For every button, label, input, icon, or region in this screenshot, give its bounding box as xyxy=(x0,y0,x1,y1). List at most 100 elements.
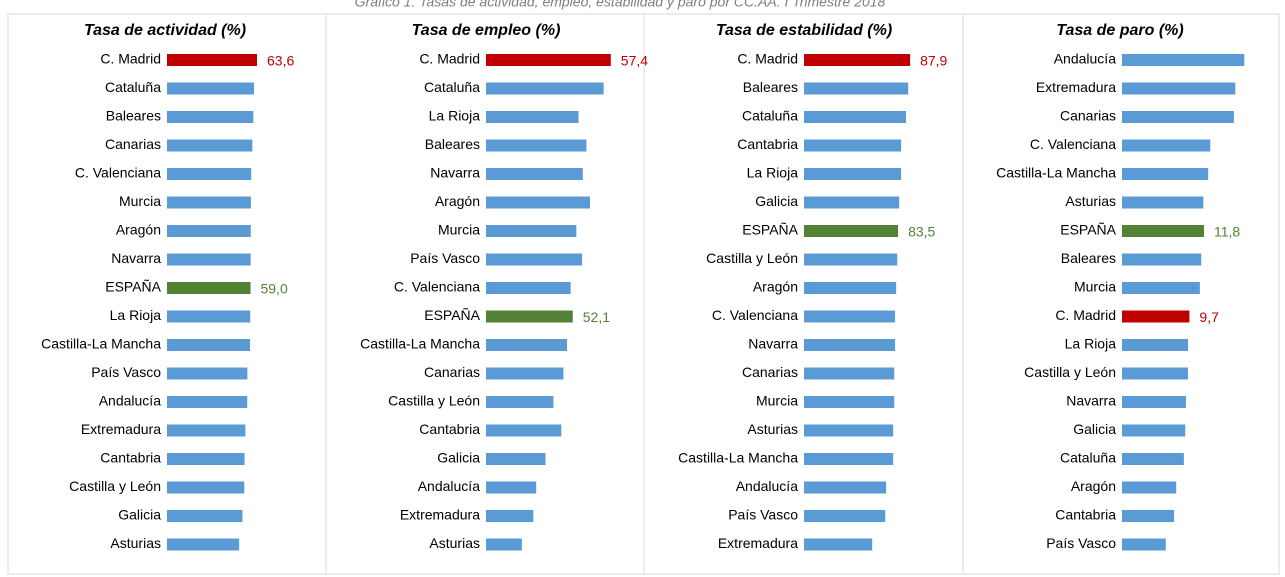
category-label: Aragón xyxy=(753,279,798,295)
bar xyxy=(1122,538,1166,551)
category-label: Navarra xyxy=(748,336,798,352)
bar xyxy=(486,139,587,152)
category-label: Galicia xyxy=(118,507,161,523)
bar xyxy=(804,253,898,266)
bar xyxy=(167,339,251,351)
panel-title: Tasa de actividad (%) xyxy=(84,22,246,39)
bar xyxy=(804,282,897,294)
bar xyxy=(804,510,886,522)
bar xyxy=(167,54,258,66)
bar xyxy=(486,82,604,95)
category-label: Cataluña xyxy=(1060,450,1116,466)
bar xyxy=(1122,168,1209,180)
bar xyxy=(167,510,243,522)
category-label: Castilla-La Mancha xyxy=(678,450,798,466)
bar xyxy=(1122,339,1189,351)
bar xyxy=(486,111,579,123)
category-label: Aragón xyxy=(116,222,161,238)
category-label: Asturias xyxy=(1065,193,1116,209)
category-label: Cantabria xyxy=(100,450,161,466)
category-label: Murcia xyxy=(1074,279,1116,295)
bar xyxy=(1122,196,1204,209)
category-label: C. Valenciana xyxy=(1030,136,1116,152)
category-label: Canarias xyxy=(424,364,480,380)
value-label: 57,4 xyxy=(621,53,648,69)
bar xyxy=(804,139,902,152)
category-label: Murcia xyxy=(438,222,480,238)
bar xyxy=(486,424,562,437)
bar xyxy=(804,111,906,123)
value-label: 87,9 xyxy=(920,53,947,69)
category-label: Extremadura xyxy=(718,535,798,551)
category-label: Aragón xyxy=(1071,478,1116,494)
value-label: 9,7 xyxy=(1199,309,1219,325)
bar xyxy=(167,538,240,551)
category-label: Extremadura xyxy=(81,421,161,437)
bar xyxy=(167,225,251,237)
bar xyxy=(804,538,873,551)
panel-title: Tasa de empleo (%) xyxy=(412,22,561,39)
category-label: Asturias xyxy=(429,535,480,551)
category-label: La Rioja xyxy=(110,307,162,323)
category-label: C. Madrid xyxy=(1055,307,1116,323)
bar xyxy=(486,310,573,323)
category-label: Navarra xyxy=(1066,393,1116,409)
bar xyxy=(167,168,252,180)
bar xyxy=(486,453,546,465)
category-label: Asturias xyxy=(747,421,798,437)
bar xyxy=(486,54,611,66)
bar xyxy=(804,196,900,209)
bar xyxy=(167,453,245,465)
category-label: Extremadura xyxy=(400,507,480,523)
bar xyxy=(486,339,568,351)
bar xyxy=(486,168,583,180)
category-label: Galicia xyxy=(437,450,480,466)
category-label: La Rioja xyxy=(747,165,799,181)
category-label: Galicia xyxy=(755,193,798,209)
bar xyxy=(804,54,911,66)
category-label: La Rioja xyxy=(1065,336,1117,352)
bar xyxy=(167,310,251,323)
category-label: Navarra xyxy=(430,165,480,181)
category-label: Canarias xyxy=(742,364,798,380)
bar xyxy=(804,168,902,180)
bar xyxy=(1122,453,1184,465)
category-label: Cataluña xyxy=(105,79,161,95)
category-label: País Vasco xyxy=(1046,535,1116,551)
bar xyxy=(1122,225,1205,237)
category-label: Extremadura xyxy=(1036,79,1116,95)
value-label: 59,0 xyxy=(260,281,287,297)
category-label: Castilla y León xyxy=(1024,364,1116,380)
main-title: Gráfico 1. Tasas de actividad, empleo, e… xyxy=(355,0,886,10)
bar xyxy=(804,310,896,323)
bar xyxy=(804,453,894,465)
category-label: Andalucía xyxy=(736,478,798,494)
category-label: Cataluña xyxy=(742,108,798,124)
bar xyxy=(804,424,894,437)
bar xyxy=(167,481,245,494)
category-label: Canarias xyxy=(1060,108,1116,124)
bar xyxy=(486,196,590,209)
bar xyxy=(486,538,522,551)
panel-title: Tasa de paro (%) xyxy=(1056,22,1183,39)
category-label: País Vasco xyxy=(91,364,161,380)
bar xyxy=(1122,424,1186,437)
bar xyxy=(1122,510,1175,522)
category-label: C. Madrid xyxy=(737,51,798,67)
category-label: Cataluña xyxy=(424,79,480,95)
bar xyxy=(486,481,537,494)
bar xyxy=(486,396,554,408)
category-label: Baleares xyxy=(106,108,161,124)
category-label: Andalucía xyxy=(1054,51,1116,67)
bar xyxy=(1122,310,1190,323)
panel-title: Tasa de estabilidad (%) xyxy=(716,22,892,39)
category-label: Baleares xyxy=(743,79,798,95)
category-label: C. Valenciana xyxy=(394,279,480,295)
category-label: Andalucía xyxy=(99,393,161,409)
category-label: Castilla y León xyxy=(388,393,480,409)
value-label: 52,1 xyxy=(583,309,610,325)
bar xyxy=(486,253,583,266)
category-label: C. Valenciana xyxy=(712,307,798,323)
category-label: C. Madrid xyxy=(419,51,480,67)
